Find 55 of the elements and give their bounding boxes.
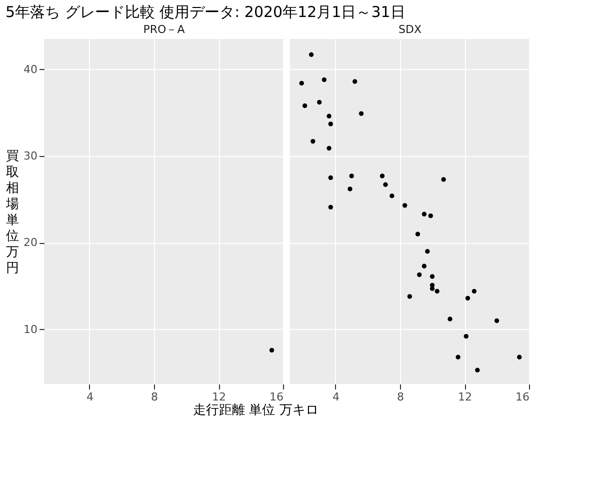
point xyxy=(465,296,470,301)
point xyxy=(390,194,394,198)
point xyxy=(425,249,430,254)
chart-title: 5年落ち グレード比較 使用データ: 2020年12月1日～31日 xyxy=(6,3,406,21)
x-tick-label: 4 xyxy=(332,390,340,404)
point xyxy=(380,174,385,178)
point xyxy=(349,174,354,178)
point xyxy=(326,146,332,151)
point xyxy=(517,354,522,360)
point xyxy=(472,288,477,294)
point xyxy=(441,177,446,182)
x-tick-label: 8 xyxy=(397,390,404,404)
x-tick-label: 8 xyxy=(151,390,158,404)
y-tick-label: 10 xyxy=(24,322,38,336)
point xyxy=(407,294,412,299)
x-tick-label: 4 xyxy=(86,390,94,404)
point xyxy=(456,354,460,360)
point xyxy=(308,52,314,57)
point xyxy=(434,288,440,294)
point xyxy=(415,232,420,236)
point xyxy=(383,182,388,187)
point xyxy=(417,272,422,278)
y-axis-title: 買取相場単位万円 xyxy=(5,149,19,276)
x-axis-title: 走行距離 単位 万キロ xyxy=(193,403,318,418)
x-tick-label: 16 xyxy=(270,390,284,404)
point xyxy=(422,212,427,216)
y-tick-label: 20 xyxy=(24,236,38,250)
point xyxy=(328,204,333,210)
point xyxy=(402,203,408,208)
x-tick-label: 16 xyxy=(516,390,530,404)
point xyxy=(430,274,435,279)
point xyxy=(317,100,322,105)
point xyxy=(428,213,433,218)
point xyxy=(328,122,333,126)
point xyxy=(448,316,452,322)
x-tick-label: 12 xyxy=(458,390,472,404)
point xyxy=(494,318,500,324)
point xyxy=(322,77,327,82)
point xyxy=(326,114,332,118)
point xyxy=(328,175,333,180)
y-tick-label: 40 xyxy=(24,62,38,76)
point xyxy=(430,286,435,291)
point xyxy=(310,138,316,144)
point xyxy=(299,80,304,86)
point xyxy=(358,111,364,116)
x-tick-label: 12 xyxy=(212,390,226,404)
chart-subtitle: PRO－A xyxy=(143,23,186,36)
point xyxy=(352,79,358,84)
point xyxy=(475,368,480,372)
point xyxy=(422,264,427,268)
chart-subtitle: SDX xyxy=(398,23,422,36)
point xyxy=(464,334,468,339)
point xyxy=(302,103,308,108)
y-tick-label: 30 xyxy=(24,150,38,163)
point xyxy=(348,186,352,192)
